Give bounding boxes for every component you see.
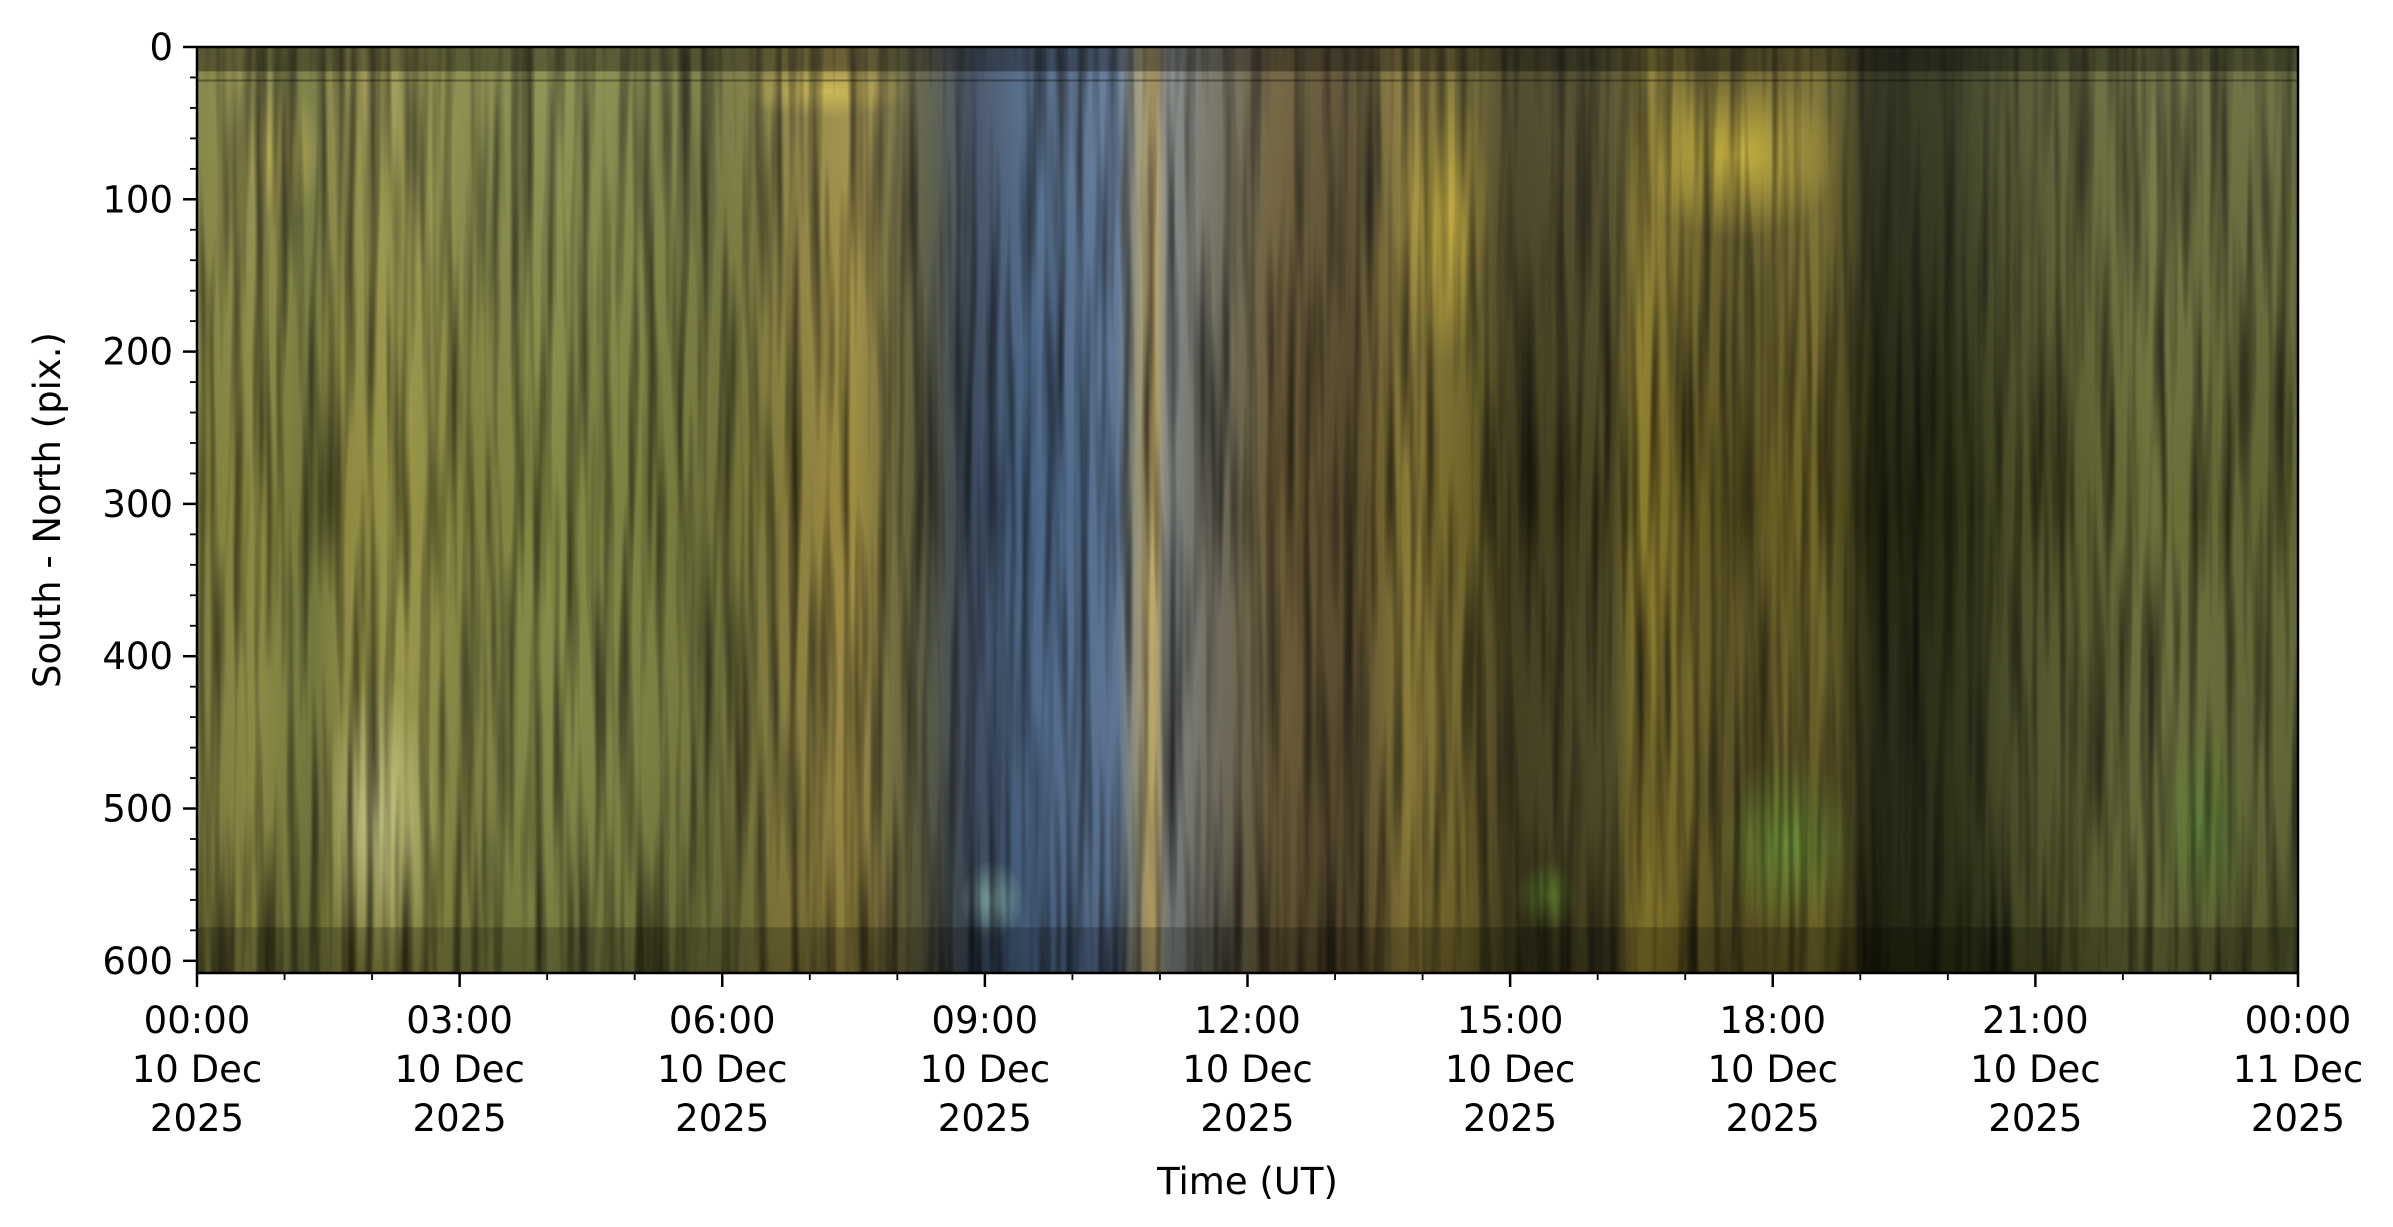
y-tick-label: 500 [102, 788, 173, 831]
bottom-dark-strip [197, 927, 2298, 973]
y-tick-label: 300 [102, 483, 173, 526]
x-tick-label: 18:00 10 Dec 2025 [1708, 999, 1838, 1140]
x-tick-label: 03:00 10 Dec 2025 [394, 999, 524, 1140]
x-axis-label: Time (UT) [1156, 1160, 1338, 1203]
x-tick-label: 21:00 10 Dec 2025 [1970, 999, 2100, 1140]
x-tick-label: 06:00 10 Dec 2025 [657, 999, 787, 1140]
x-tick-label: 09:00 10 Dec 2025 [920, 999, 1050, 1140]
x-tick-label: 12:00 10 Dec 2025 [1182, 999, 1312, 1140]
y-tick-label: 600 [102, 940, 173, 983]
y-tick-label: 400 [102, 635, 173, 678]
image-artifacts [197, 47, 2298, 973]
vertical-shading [197, 47, 2298, 973]
y-tick-label: 100 [102, 178, 173, 221]
top-dark-strip [197, 47, 2298, 72]
y-tick-label: 0 [149, 26, 173, 69]
x-tick-label: 00:00 10 Dec 2025 [132, 999, 262, 1140]
x-tick-label: 15:00 10 Dec 2025 [1445, 999, 1575, 1140]
y-axis-label: South - North (pix.) [26, 332, 69, 688]
plot-area [197, 47, 2298, 973]
x-axis: 00:00 10 Dec 2025 03:00 10 Dec 2025 06:00 10 De… [132, 973, 2363, 1140]
x-tick-label: 00:00 11 Dec 2025 [2233, 999, 2363, 1140]
y-tick-label: 200 [102, 331, 173, 374]
y-axis: 0 100 200 300 400 500 600 [102, 26, 197, 983]
